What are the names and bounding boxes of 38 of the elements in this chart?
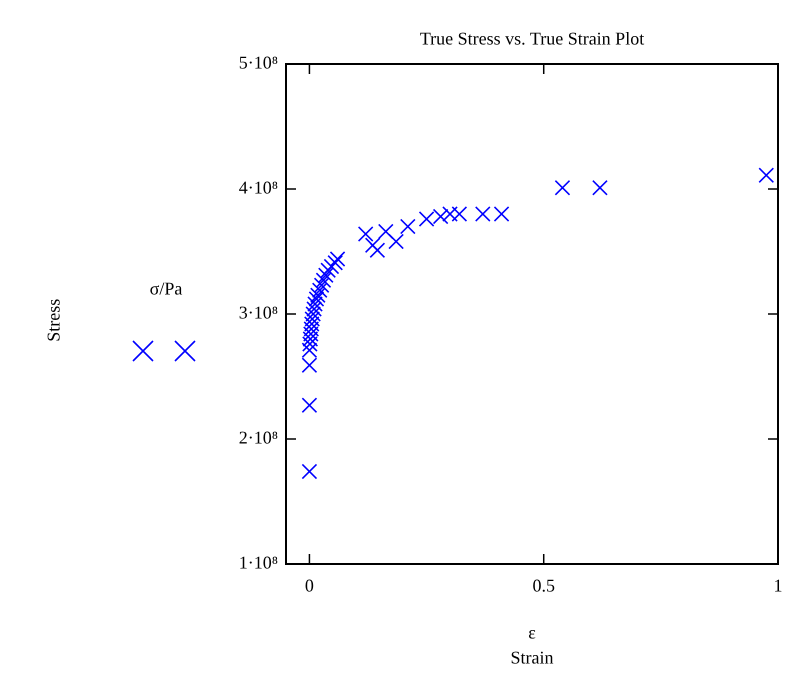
point <box>418 211 434 227</box>
point <box>320 262 336 278</box>
x-tick-label: 1 <box>774 576 782 596</box>
point <box>442 206 458 222</box>
point <box>370 242 386 258</box>
point <box>388 234 404 250</box>
point <box>364 237 381 254</box>
point <box>302 464 318 480</box>
y-tick-label: 5·10⁸ <box>238 52 278 73</box>
point <box>302 397 318 414</box>
point <box>310 287 326 304</box>
point <box>400 218 416 234</box>
point <box>316 272 332 288</box>
text: σ/Pa <box>150 278 182 298</box>
y-tick-label: 4·10⁸ <box>238 178 278 198</box>
point <box>318 267 334 284</box>
text: Stress <box>44 298 64 342</box>
point <box>327 254 344 271</box>
x-tick-label: 0.5 <box>532 576 555 596</box>
point <box>554 180 570 196</box>
point <box>474 206 491 222</box>
point <box>432 208 448 224</box>
point <box>494 206 510 222</box>
x-axis-title: Strain <box>510 648 554 668</box>
point <box>314 277 330 294</box>
text: ε <box>528 622 536 643</box>
point <box>592 180 608 196</box>
point <box>358 226 374 242</box>
y-tick-label: 2·10⁸ <box>238 428 278 448</box>
point <box>452 206 468 222</box>
point <box>312 282 328 298</box>
point <box>758 167 774 184</box>
y-tick-label: 1·10⁸ <box>238 552 278 573</box>
point <box>330 251 346 267</box>
chart-title: True Stress vs. True Strain Plot <box>420 28 644 49</box>
y-tick-label: 3·10⁸ <box>238 302 278 323</box>
x-tick-label: 0 <box>304 576 314 596</box>
point <box>378 224 394 240</box>
